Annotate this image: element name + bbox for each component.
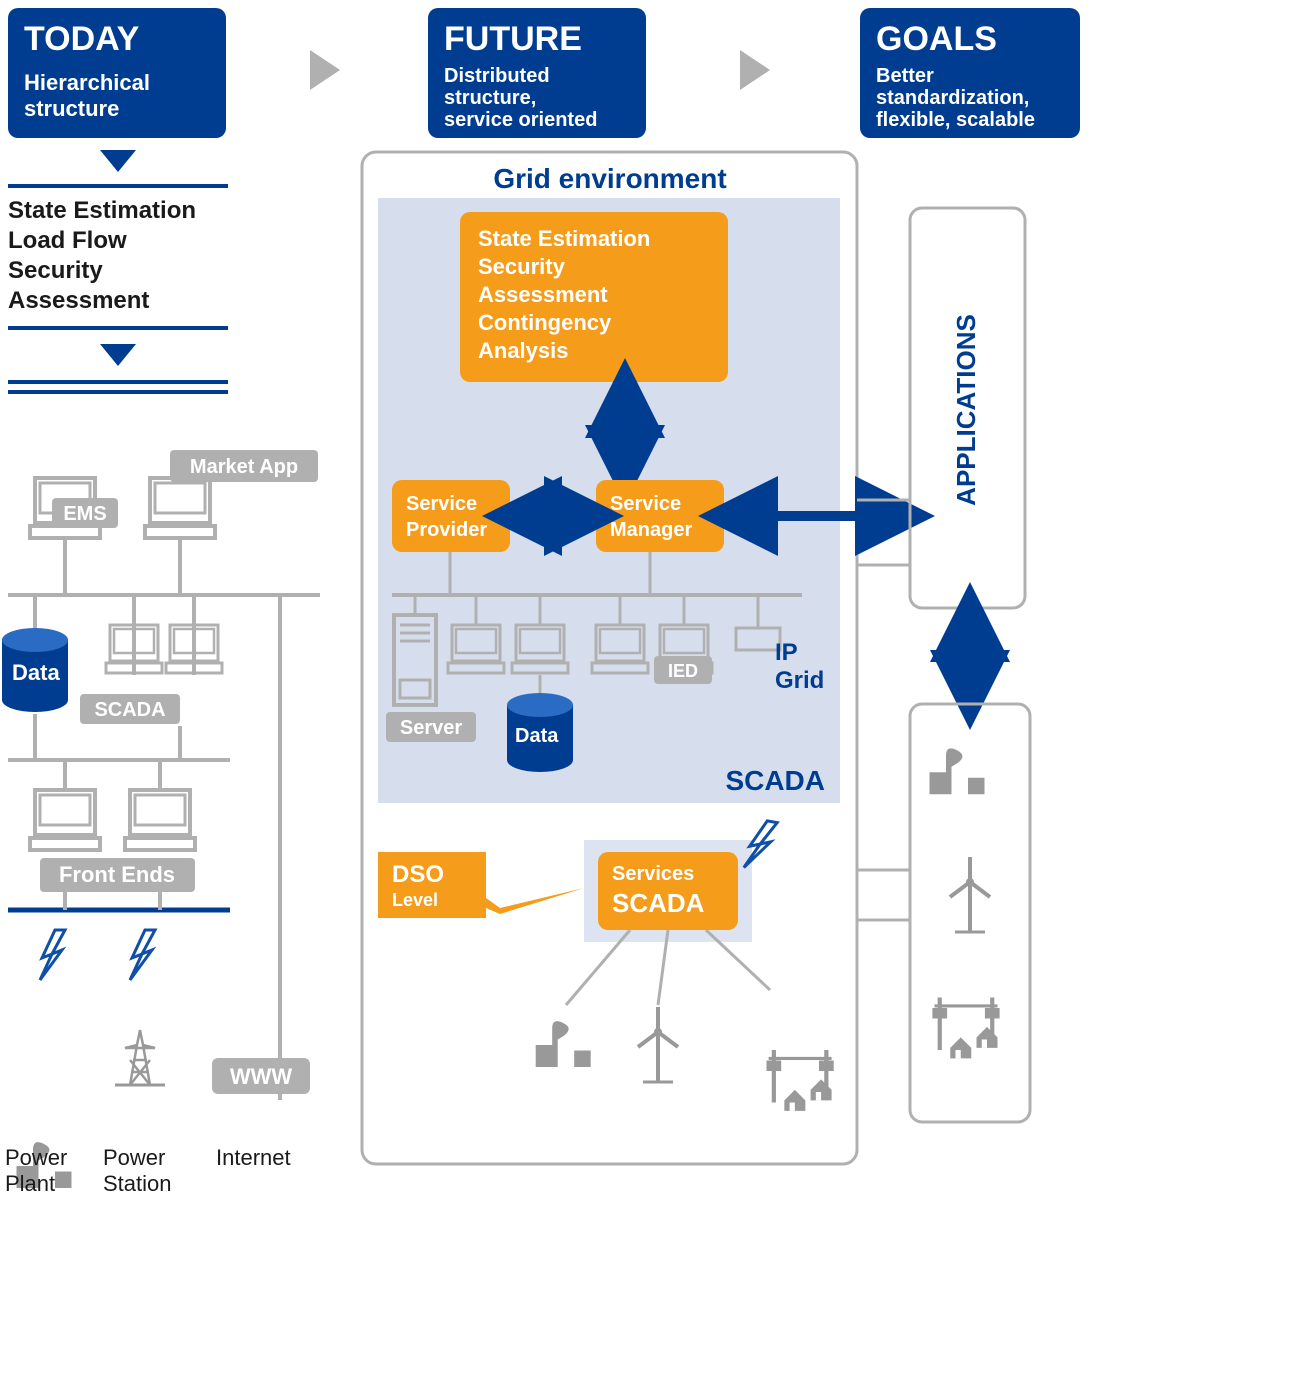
header-goals-title: GOALS: [876, 20, 997, 58]
services-label: Services: [612, 863, 694, 885]
scada-label: SCADA: [94, 699, 165, 721]
data-label: Data: [12, 660, 60, 685]
arrow-icon: [310, 50, 340, 90]
power-plant-icon: [930, 748, 985, 794]
header-today-title: TODAY: [24, 20, 140, 58]
header-goals: GOALS Betterstandardization,flexible, sc…: [860, 8, 1080, 138]
server-label: Server: [400, 717, 462, 739]
wind-turbine-icon: [950, 857, 990, 932]
lightning-icon: [744, 818, 777, 872]
data-label: Data: [515, 725, 559, 747]
power-plant-label: PowerPlant: [5, 1145, 67, 1196]
ems-label: EMS: [63, 503, 106, 525]
goals-column: APPLICATIONS: [857, 208, 1030, 1122]
lightning-icon: [40, 930, 65, 980]
dso-label: DSO: [392, 861, 444, 888]
chevron-down-icon: [100, 344, 136, 366]
monitor-icon: [125, 790, 195, 850]
assessment-text: State EstimationLoad FlowSecurityAssessm…: [8, 197, 196, 314]
today-column: State EstimationLoad FlowSecurityAssessm…: [2, 150, 320, 1196]
wind-turbine-icon: [638, 1007, 678, 1082]
lightning-icon: [130, 930, 155, 980]
power-plant-icon: [536, 1021, 591, 1067]
front-ends-label: Front Ends: [59, 862, 175, 887]
internet-label: Internet: [216, 1145, 291, 1170]
applications-label: APPLICATIONS: [951, 314, 981, 506]
houses-icon: [932, 997, 999, 1058]
services-scada-label: SCADA: [612, 888, 705, 918]
monitor-icon: [145, 478, 215, 538]
diagram-root: TODAY Hierarchicalstructure FUTURE Distr…: [0, 0, 1298, 1381]
power-station-icon: [115, 1030, 165, 1085]
chevron-down-icon: [100, 150, 136, 172]
scada-label: SCADA: [725, 765, 825, 796]
dso-sub-label: Level: [392, 890, 438, 910]
www-label: WWW: [230, 1064, 293, 1089]
future-column: Grid environment State EstimationSecurit…: [362, 152, 895, 1164]
ied-label: IED: [668, 661, 698, 681]
monitor-icon: [30, 790, 100, 850]
houses-icon: [766, 1050, 833, 1111]
power-station-label: PowerStation: [103, 1145, 172, 1196]
header-future: FUTURE Distributedstructure,service orie…: [428, 8, 646, 138]
dso-callout: DSO Level: [378, 852, 584, 918]
header-today: TODAY Hierarchicalstructure: [8, 8, 226, 138]
arrow-icon: [740, 50, 770, 90]
header-future-title: FUTURE: [444, 20, 582, 58]
grid-env-label: Grid environment: [493, 163, 726, 194]
market-app-label: Market App: [190, 456, 298, 478]
